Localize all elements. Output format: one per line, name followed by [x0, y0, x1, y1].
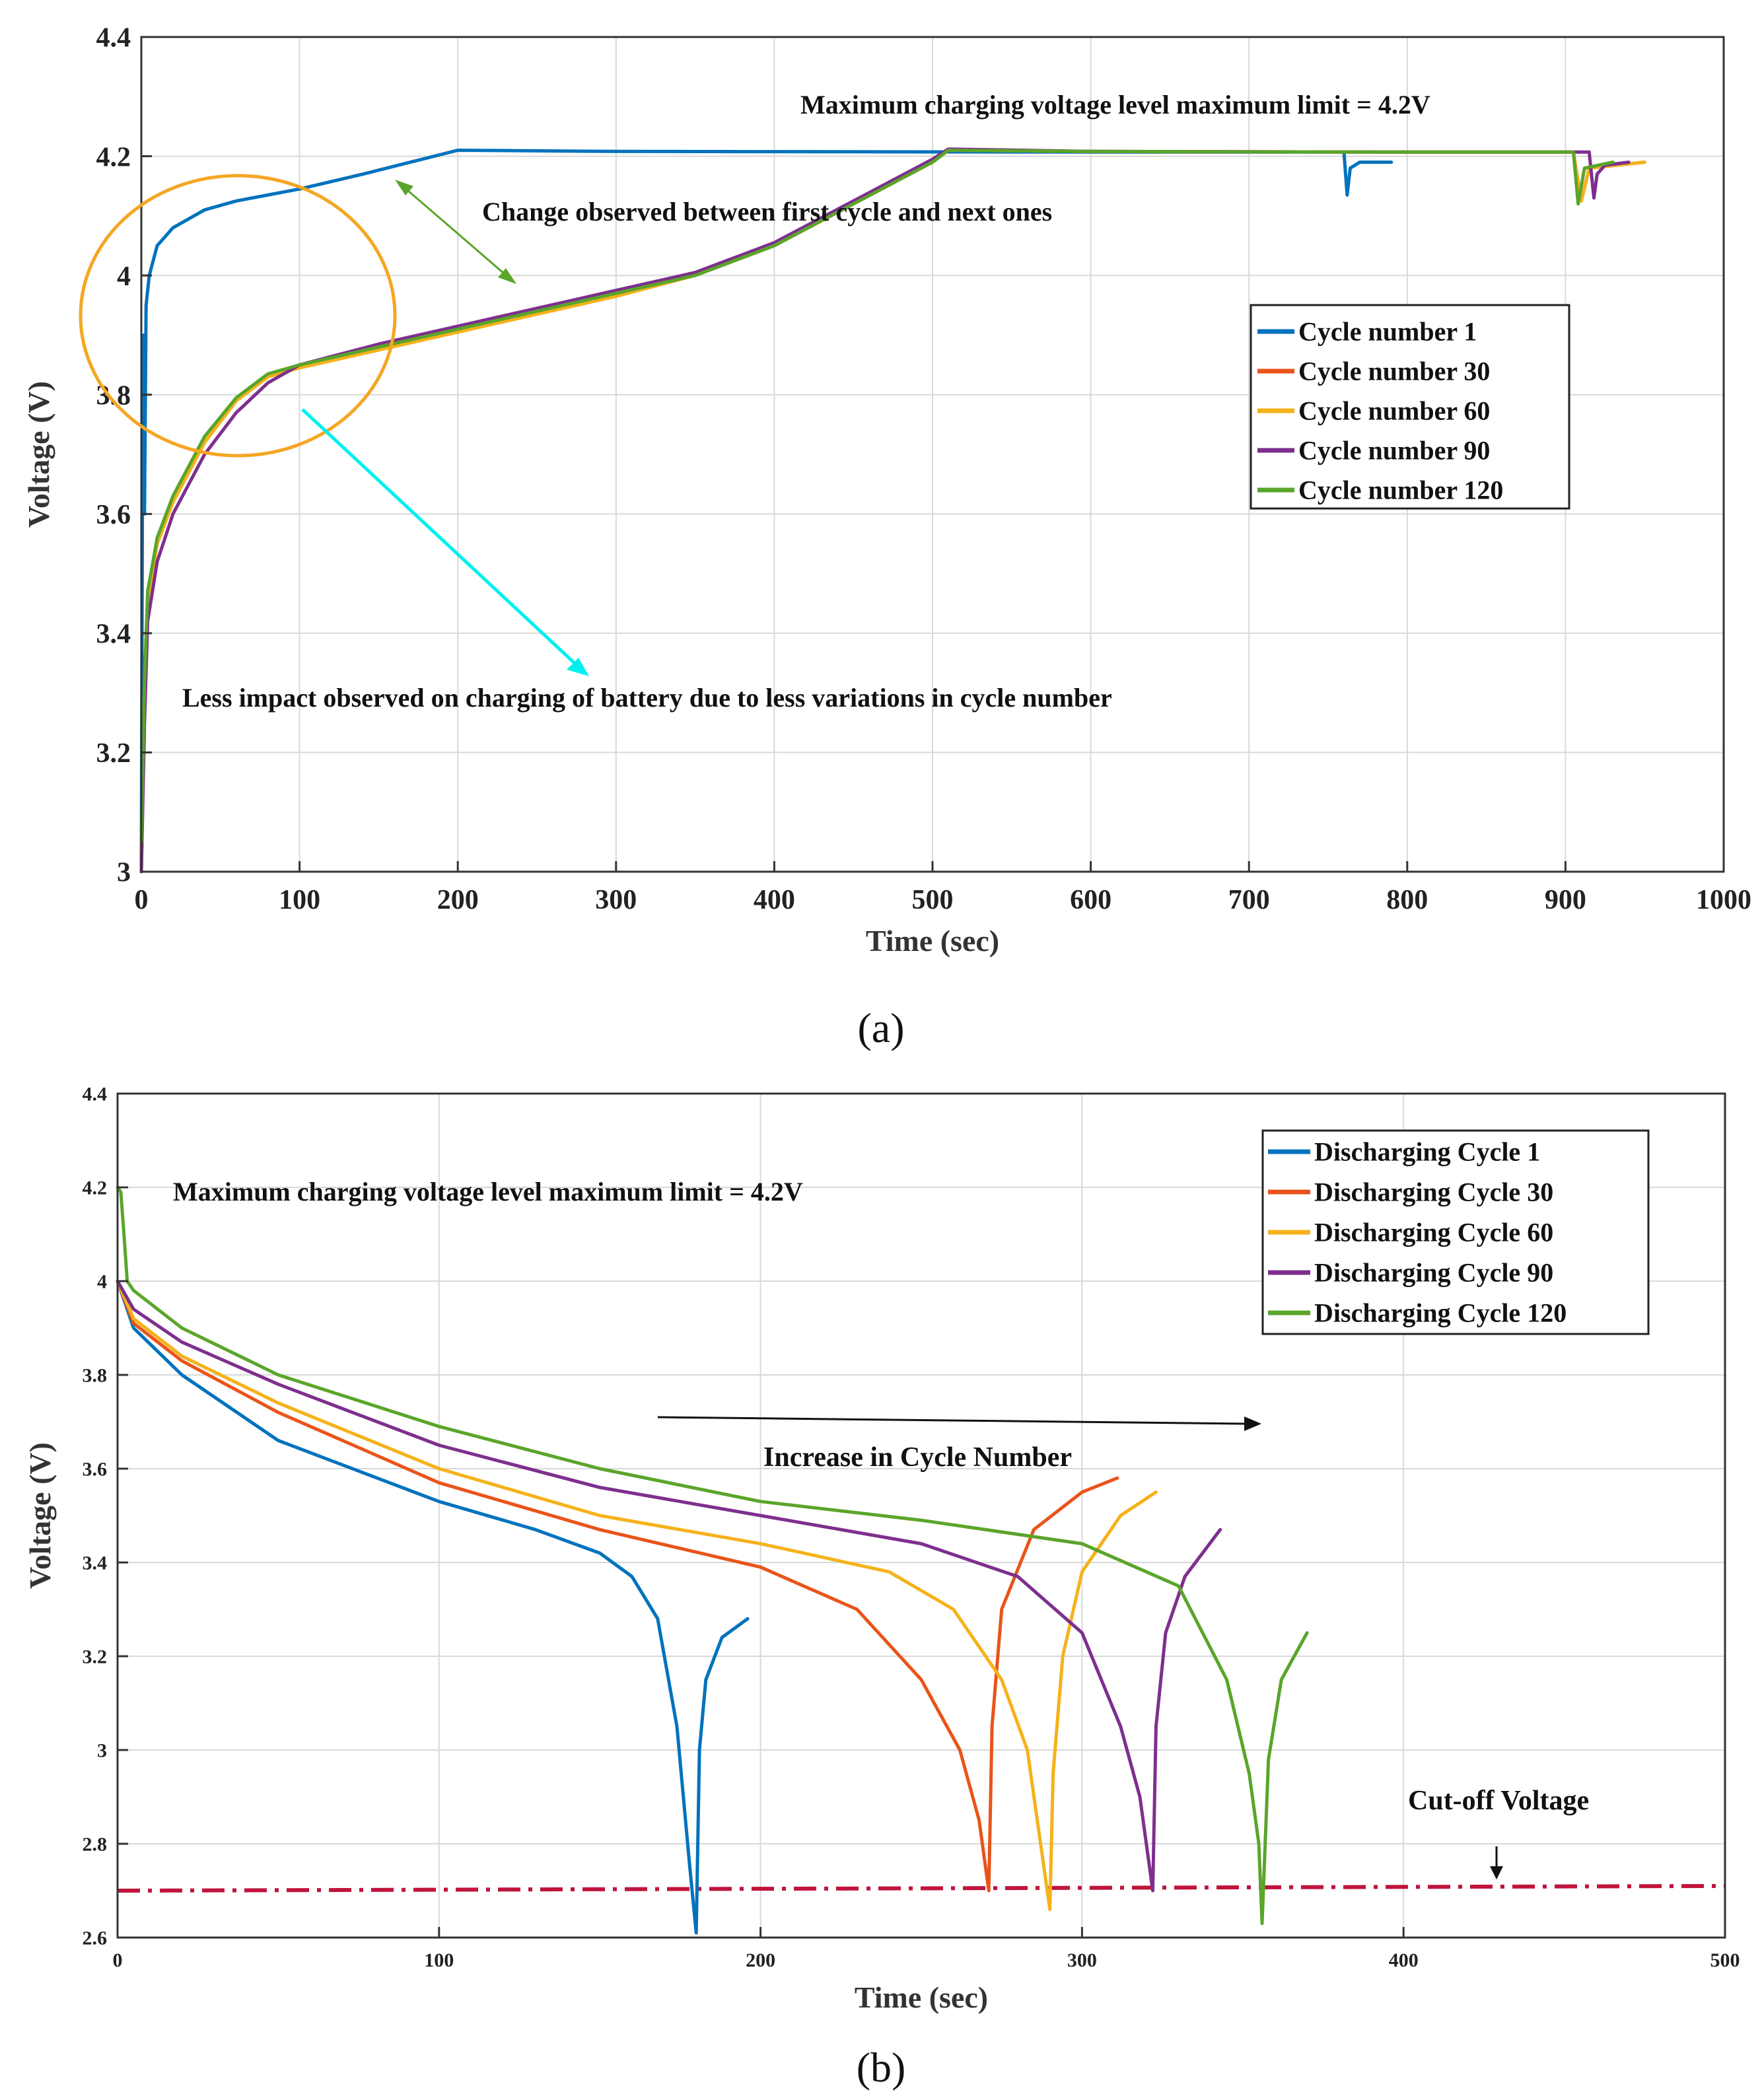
panel-a-y-tick-label: 3.4 — [96, 619, 131, 650]
panel-b-y-tick-label: 3.4 — [83, 1553, 108, 1574]
panel-a-x-tick-label: 700 — [1228, 885, 1270, 915]
panel-b-x-tick-label: 200 — [746, 1949, 775, 1971]
panel-a-annotation-less-impact: Less impact observed on charging of batt… — [182, 683, 1112, 713]
panel-b-axes-box — [116, 1092, 1726, 1939]
panel-b-y-tick-label: 4.4 — [83, 1084, 108, 1105]
panel-b-x-tick-label: 0 — [113, 1949, 123, 1971]
panel-a-x-ticks: 0 100 200 300 400 500 600 700 800 900 1000 — [135, 861, 1751, 915]
panel-b-x-tick-label: 300 — [1067, 1949, 1097, 1971]
panel-a-legend-label: Cycle number 60 — [1298, 396, 1490, 426]
panel-b-series-line-3 — [116, 1279, 1158, 1911]
panel-b-x-axis-label: Time (sec) — [855, 1980, 988, 2014]
panel-a-y-tick-label: 3 — [117, 858, 131, 888]
panel-b-grid — [117, 1093, 1726, 1938]
panel-b: 0 100 200 300 400 500 2.6 2.8 3 3.2 3.4 3.6 3.8 4 4.2… — [23, 1084, 1740, 2091]
panel-b-increase-arrow — [657, 1416, 1261, 1431]
panel-b-x-tick-label: 500 — [1710, 1949, 1740, 1971]
panel-a-highlight-ellipse — [79, 174, 397, 458]
panel-a-series — [139, 147, 1646, 874]
panel-a-y-tick-label: 3.6 — [96, 500, 131, 530]
panel-b-legend-label: Discharging Cycle 1 — [1314, 1137, 1540, 1167]
panel-a-series-line-2 — [139, 149, 1646, 874]
panel-b-annotation-cutoff: Cut-off Voltage — [1408, 1786, 1589, 1816]
panel-a: 0 100 200 300 400 500 600 700 800 900 1000 3 3.2 3.4… — [22, 23, 1751, 1051]
panel-b-x-tick-label: 100 — [424, 1949, 454, 1971]
panel-b-cutoff-arrow — [1490, 1846, 1503, 1879]
panel-a-x-tick-label: 800 — [1386, 885, 1428, 915]
panel-a-y-tick-label: 3.2 — [96, 738, 131, 769]
panel-b-series-line-2 — [116, 1279, 1119, 1893]
panel-b-y-tick-label: 3.8 — [83, 1365, 108, 1387]
panel-b-series-line-4 — [116, 1279, 1222, 1893]
panel-a-y-ticks: 33.23.43.63.844.24.4 — [96, 23, 152, 888]
panel-b-y-tick-label: 4 — [97, 1271, 107, 1293]
panel-a-annotation-change: Change observed between first cycle and … — [482, 197, 1052, 227]
panel-b-series-line-1 — [116, 1279, 750, 1935]
panel-b-y-tick-label: 4.2 — [83, 1177, 108, 1199]
panel-a-subplot-label: (a) — [857, 1004, 904, 1051]
panel-a-y-tick-label: 4.4 — [96, 23, 131, 53]
panel-b-legend: Discharging Cycle 1 Discharging Cycle 30 D… — [1261, 1129, 1650, 1335]
panel-a-x-tick-label: 300 — [595, 885, 637, 915]
panel-b-y-axis-label: Voltage (V) — [23, 1442, 57, 1589]
panel-a-series-line-4 — [139, 147, 1631, 874]
panel-a-legend-label: Cycle number 120 — [1298, 475, 1503, 505]
panel-a-annotation-max-limit: Maximum charging voltage level maximum l… — [800, 90, 1430, 120]
panel-b-y-tick-label: 3 — [97, 1740, 107, 1762]
panel-b-x-tick-label: 400 — [1389, 1949, 1419, 1971]
panel-b-y-tick-label: 3.6 — [83, 1459, 108, 1481]
panel-b-series-line-5 — [116, 1185, 1309, 1926]
panel-b-annotation-max-limit: Maximum charging voltage level maximum l… — [173, 1177, 803, 1207]
panel-a-legend-label: Cycle number 90 — [1298, 436, 1490, 466]
panel-b-y-ticks: 2.6 2.8 3 3.2 3.4 3.6 3.8 4 4.2 4.4 — [83, 1084, 128, 1949]
panel-b-y-tick-label: 2.8 — [83, 1834, 108, 1856]
panel-a-x-tick-label: 0 — [135, 885, 149, 915]
panel-b-legend-label: Discharging Cycle 60 — [1314, 1218, 1553, 1247]
panel-a-double-arrow — [395, 180, 516, 284]
panel-a-x-tick-label: 100 — [279, 885, 320, 915]
panel-a-series-line-1 — [139, 149, 1393, 874]
panel-a-y-axis-label: Voltage (V) — [22, 381, 55, 528]
panel-a-legend: Cycle number 1 Cycle number 30 Cycle numbe… — [1250, 304, 1570, 510]
panel-a-x-tick-label: 500 — [912, 885, 954, 915]
panel-a-x-tick-label: 200 — [437, 885, 479, 915]
panel-a-x-tick-label: 600 — [1070, 885, 1111, 915]
panel-b-annotation-increase: Increase in Cycle Number — [763, 1442, 1072, 1473]
panel-b-legend-label: Discharging Cycle 120 — [1314, 1298, 1567, 1328]
panel-a-x-tick-label: 400 — [754, 885, 795, 915]
cutoff-voltage-line — [117, 1883, 1726, 1893]
panel-b-x-ticks: 0 100 200 300 400 500 — [113, 1927, 1740, 1971]
panel-b-legend-label: Discharging Cycle 90 — [1314, 1258, 1553, 1288]
panel-b-subplot-label: (b) — [857, 2044, 906, 2091]
panel-a-cyan-arrow — [301, 408, 589, 676]
panel-b-legend-label: Discharging Cycle 30 — [1314, 1177, 1553, 1207]
panel-a-legend-label: Cycle number 1 — [1298, 317, 1477, 347]
panel-a-series-line-3 — [139, 149, 1646, 874]
panel-a-x-tick-label: 1000 — [1696, 885, 1751, 915]
panel-a-legend-label: Cycle number 30 — [1298, 357, 1490, 386]
panel-a-series-line-5 — [139, 149, 1615, 844]
panel-a-y-tick-label: 4 — [117, 262, 131, 292]
panel-b-series — [116, 1185, 1309, 1935]
panel-b-y-tick-label: 3.2 — [83, 1646, 108, 1668]
panel-b-cutoff-line — [117, 1883, 1726, 1893]
panel-a-x-tick-label: 900 — [1545, 885, 1586, 915]
panel-b-y-tick-label: 2.6 — [83, 1928, 108, 1949]
panel-a-x-axis-label: Time (sec) — [866, 924, 999, 958]
panel-a-y-tick-label: 4.2 — [96, 142, 131, 172]
